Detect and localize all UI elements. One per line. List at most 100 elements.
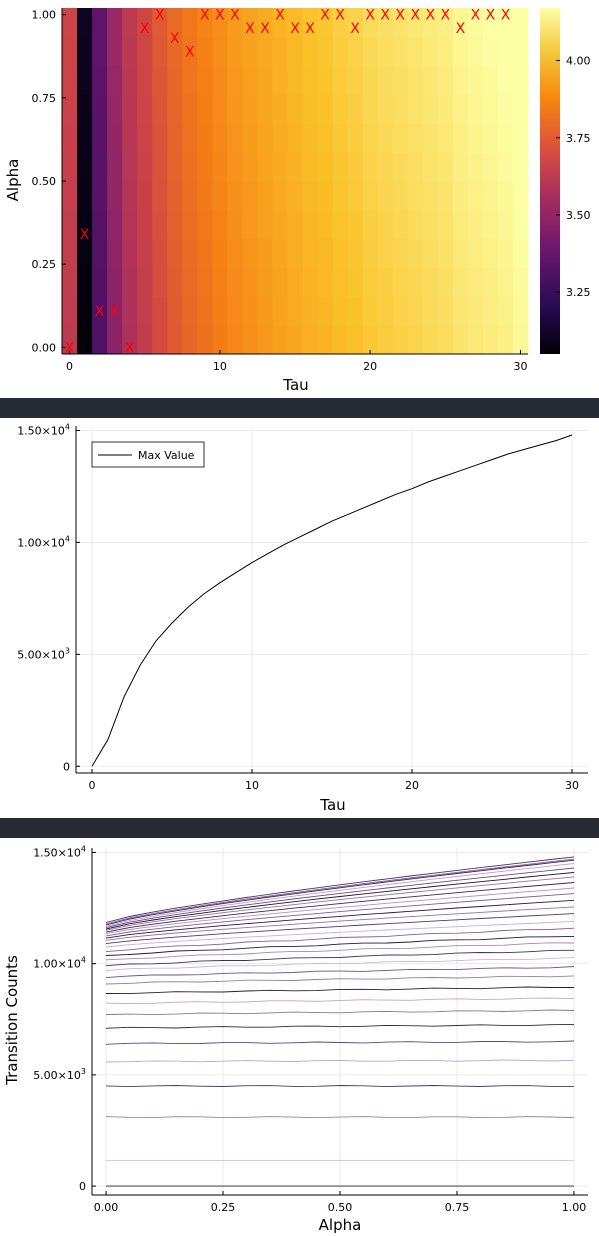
x-tick-label: 1.00	[562, 1201, 587, 1214]
heatmap-cell	[212, 181, 228, 211]
x-marker: X	[320, 8, 330, 24]
heatmap-cell	[272, 36, 288, 67]
heatmap-cell	[362, 36, 379, 67]
heatmap-cell	[212, 325, 228, 355]
heatmap-cell	[122, 65, 138, 95]
x-marker: X	[305, 21, 315, 37]
heatmap-cell	[497, 267, 514, 297]
x-tick-label: 30	[513, 360, 527, 373]
heatmap-cell	[422, 296, 439, 326]
x-marker: X	[456, 21, 466, 37]
x-tick-label: 0.75	[445, 1201, 470, 1214]
heatmap-cell	[347, 325, 364, 355]
x-marker: X	[471, 8, 481, 24]
x-marker: X	[395, 8, 405, 24]
heatmap-cell	[287, 8, 304, 38]
heatmap-cell	[362, 325, 379, 355]
heatmap-cell	[227, 296, 243, 326]
heatmap-cell	[512, 325, 529, 355]
heatmap-cell	[77, 36, 93, 67]
heatmap-cell	[347, 296, 364, 326]
y-tick-label: 1.00	[32, 9, 57, 22]
heatmap-cell	[407, 65, 424, 95]
heatmap-cell	[122, 296, 138, 326]
heatmap-cell	[302, 123, 319, 153]
heatmap-cell	[167, 65, 183, 95]
heatmap-cell	[137, 123, 153, 153]
heatmap-cell	[197, 238, 213, 268]
heatmap-cell	[512, 8, 529, 38]
heatmap-cell	[242, 94, 258, 124]
heatmap-cell	[497, 296, 514, 326]
heatmap-cell	[422, 65, 439, 95]
heatmap-cell	[122, 152, 138, 182]
transition-line	[105, 986, 574, 995]
heatmap-cell	[152, 325, 168, 355]
heatmap-cell	[377, 94, 394, 124]
heatmap-cell	[242, 238, 258, 268]
heatmap-cell	[437, 65, 454, 95]
heatmap-cell	[242, 123, 258, 153]
heatmap-cell	[362, 94, 379, 124]
heatmap-cell	[257, 65, 273, 95]
heatmap-cell	[122, 94, 138, 124]
heatmap-cell	[77, 181, 93, 211]
heatmap-cell	[497, 152, 514, 182]
max-value-axes	[75, 426, 588, 774]
heatmap-cell	[482, 94, 499, 124]
heatmap-cell	[377, 296, 394, 326]
heatmap-cell	[317, 209, 334, 240]
heatmap-cell	[107, 238, 123, 268]
transition-line	[105, 997, 575, 1004]
heatmap-cell	[197, 181, 213, 211]
heatmap-cell	[347, 267, 364, 297]
heatmap-cell	[302, 238, 319, 268]
heatmap-y-axis-label: Alpha	[4, 159, 22, 202]
panel-separator-2	[0, 818, 599, 838]
heatmap-cell	[272, 181, 288, 211]
heatmap-cell	[377, 123, 394, 153]
heatmap-cell	[257, 181, 273, 211]
heatmap-cell	[332, 238, 349, 268]
transition-line	[105, 856, 575, 923]
heatmap-cell	[482, 8, 499, 38]
x-tick-label: 0.00	[94, 1201, 119, 1214]
x-tick-label: 0	[66, 360, 73, 373]
heatmap-cell	[77, 152, 93, 182]
y-tick-label: 0.50	[32, 175, 57, 188]
heatmap-cell	[197, 152, 213, 182]
heatmap-cell	[227, 8, 243, 38]
heatmap-cell	[317, 8, 334, 38]
x-marker: X	[95, 304, 105, 320]
heatmap-cell	[92, 325, 108, 355]
heatmap-cell	[287, 65, 304, 95]
heatmap-cell	[347, 94, 364, 124]
heatmap-cell	[272, 238, 288, 268]
heatmap-cell	[107, 325, 123, 355]
heatmap-cell	[497, 36, 514, 67]
heatmap-cell	[497, 65, 514, 95]
heatmap-cell	[392, 181, 409, 211]
heatmap-cell	[317, 65, 334, 95]
heatmap-cell	[137, 94, 153, 124]
heatmap-cell	[197, 65, 213, 95]
x-marker: X	[110, 304, 120, 320]
heatmap-cell	[287, 267, 304, 297]
heatmap-cell	[482, 65, 499, 95]
heatmap-cell	[422, 36, 439, 67]
colorbar-tick-label: 4.00	[566, 55, 591, 68]
heatmap-cell	[167, 181, 183, 211]
heatmap-cell	[377, 152, 394, 182]
transition-line	[105, 975, 575, 985]
heatmap-cell	[167, 152, 183, 182]
heatmap-cell	[512, 152, 529, 182]
heatmap-cell	[62, 267, 78, 297]
heatmap-cell	[332, 36, 349, 67]
heatmap-cell	[92, 296, 108, 326]
heatmap-cell	[497, 181, 514, 211]
heatmap-cell	[302, 296, 319, 326]
x-tick-label: 20	[363, 360, 377, 373]
y-tick-label: 1.00×104	[17, 534, 70, 549]
heatmap-cell	[212, 209, 228, 240]
heatmap-cell	[152, 181, 168, 211]
